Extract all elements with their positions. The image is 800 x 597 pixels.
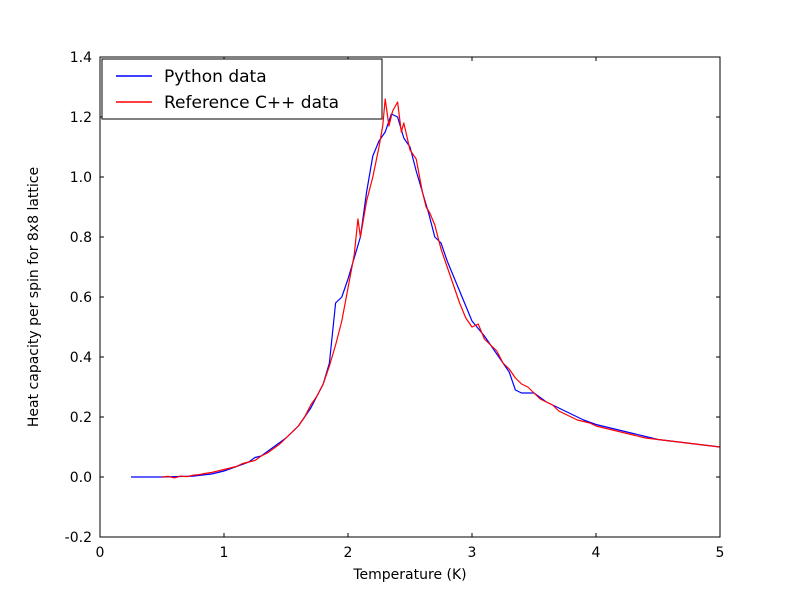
x-tick-label: 5 (716, 545, 725, 561)
y-tick-label: 1.2 (70, 110, 92, 126)
x-tick-label: 3 (468, 545, 477, 561)
x-tick-label: 4 (592, 545, 601, 561)
y-tick-label: 1.4 (70, 50, 92, 66)
x-tick-label: 2 (344, 545, 353, 561)
y-tick-label: 1.0 (70, 170, 92, 186)
y-axis-label: Heat capacity per spin for 8x8 lattice (26, 167, 42, 427)
y-tick-label: 0.6 (70, 290, 92, 306)
series-line-reference-c-data (161, 98, 721, 479)
y-tick-label: 0.4 (70, 350, 92, 366)
x-tick-label: 1 (220, 545, 229, 561)
legend-label: Python data (164, 67, 267, 87)
series-line-python-data (131, 113, 721, 478)
legend-box (101, 58, 383, 120)
axes-frame (99, 56, 721, 538)
x-axis-label: Temperature (K) (352, 567, 466, 583)
y-tick-label: 0.0 (70, 470, 92, 486)
y-tick-label: -0.2 (65, 530, 92, 546)
y-tick-label: 0.2 (70, 410, 92, 426)
y-tick-label: 0.8 (70, 230, 92, 246)
x-tick-label: 0 (96, 545, 105, 561)
legend-label: Reference C++ data (164, 93, 339, 113)
